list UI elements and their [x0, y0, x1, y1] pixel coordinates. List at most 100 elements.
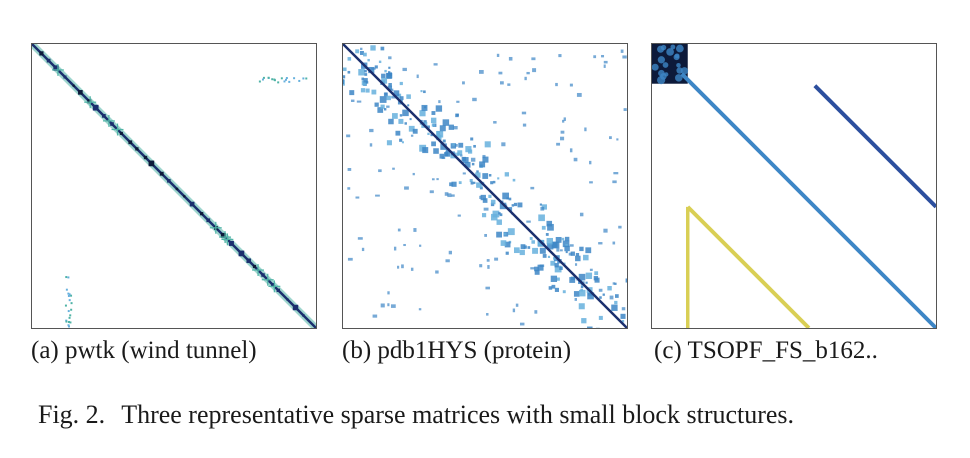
cluster-block	[388, 118, 394, 125]
scattered-block	[609, 295, 614, 300]
scattered-block	[558, 54, 562, 58]
cluster-block	[383, 108, 387, 111]
cluster-block	[431, 141, 436, 147]
cluster-block	[364, 73, 368, 76]
diagonal-block	[87, 99, 92, 104]
cluster-block	[519, 249, 525, 256]
offdiag-block-bottom-left	[65, 288, 68, 291]
cluster-block	[439, 125, 446, 132]
dense-block-hole	[657, 56, 666, 64]
offdiag-block-top-right	[262, 76, 265, 79]
scattered-block	[371, 67, 376, 70]
diagonal-block	[200, 212, 204, 216]
cluster-block	[401, 141, 404, 144]
cluster-block	[430, 133, 433, 137]
diagonal-block	[292, 304, 299, 311]
scattered-block	[524, 76, 527, 81]
offdiag-block-top-right	[261, 78, 264, 81]
scattered-block	[494, 257, 499, 261]
scattered-block	[482, 154, 486, 159]
scattered-block	[410, 134, 414, 137]
cluster-block	[527, 246, 531, 249]
offdiag-block-top-right	[288, 80, 291, 83]
cluster-block	[587, 292, 594, 300]
cluster-block	[464, 161, 471, 168]
offdiag-block-top-right	[284, 78, 287, 81]
cluster-block	[409, 118, 412, 121]
upper-offdiagonal	[813, 84, 936, 209]
cluster-block	[458, 142, 464, 148]
scattered-block	[616, 138, 619, 141]
scattered-block	[484, 233, 488, 237]
diagonal-block	[302, 314, 305, 317]
dense-block-hole	[673, 54, 680, 61]
scattered-block	[620, 49, 624, 53]
scattered-block	[448, 250, 452, 255]
cluster-block	[457, 150, 463, 156]
scattered-block	[444, 192, 449, 196]
cluster-block	[552, 241, 560, 249]
dense-block-hole	[676, 62, 681, 68]
offdiag-block-bottom-left	[67, 310, 70, 313]
cluster-block	[570, 251, 575, 256]
cluster-block	[565, 244, 568, 247]
cluster-block	[360, 88, 366, 93]
scattered-block	[507, 83, 511, 86]
offdiag-block-bottom-left	[67, 292, 70, 295]
cluster-block	[367, 58, 370, 62]
dense-block-hole	[658, 69, 665, 77]
scattered-block	[584, 127, 587, 132]
scattered-block	[436, 178, 439, 181]
diagonal-block	[276, 288, 280, 292]
scattered-block	[387, 291, 390, 295]
cluster-block	[481, 213, 487, 218]
cluster-block	[611, 304, 618, 311]
cluster-block	[392, 113, 398, 119]
scattered-block	[603, 64, 606, 68]
dense-block-hole	[666, 48, 674, 56]
scattered-block	[418, 308, 422, 311]
scattered-block	[433, 63, 438, 66]
cluster-block	[554, 287, 559, 292]
cluster-block	[361, 77, 365, 81]
diagonal-block	[39, 51, 44, 56]
cluster-block	[476, 182, 482, 188]
diagonal-block	[189, 201, 195, 207]
cluster-block	[564, 245, 570, 252]
scattered-block	[438, 100, 441, 104]
diagonal-block	[159, 171, 164, 176]
cluster-block	[420, 90, 423, 93]
cluster-block	[355, 49, 360, 54]
matrix-plot-pdb1hys	[342, 43, 628, 329]
subcaption-b: (b) pdb1HYS (protein)	[342, 337, 572, 364]
cluster-block	[482, 156, 489, 163]
cluster-block	[508, 207, 513, 211]
scattered-block	[501, 142, 506, 147]
cluster-block	[539, 247, 546, 254]
scattered-block	[508, 56, 513, 61]
cluster-block	[436, 131, 440, 135]
scattered-block	[403, 243, 406, 247]
scattered-block	[540, 206, 545, 211]
cluster-block	[556, 277, 560, 281]
scattered-block	[472, 97, 477, 102]
scattered-block	[450, 194, 455, 197]
scattered-block	[618, 225, 622, 229]
sparsity-pattern-c	[652, 44, 936, 328]
cluster-block	[427, 132, 430, 136]
cluster-block	[363, 78, 368, 83]
cluster-block	[388, 66, 391, 69]
scattered-block	[397, 228, 401, 232]
cluster-block	[365, 88, 370, 93]
scattered-block	[621, 307, 626, 311]
cluster-block	[365, 81, 369, 84]
offdiag-block-top-right	[271, 78, 274, 81]
cluster-block	[407, 104, 410, 107]
offdiag-block-bottom-left	[67, 294, 70, 297]
cluster-block	[347, 70, 351, 74]
dense-block-hole	[652, 63, 659, 71]
cluster-block	[361, 80, 367, 86]
scattered-block	[361, 247, 365, 252]
scattered-block	[530, 186, 535, 190]
diagonal-block	[63, 75, 67, 79]
